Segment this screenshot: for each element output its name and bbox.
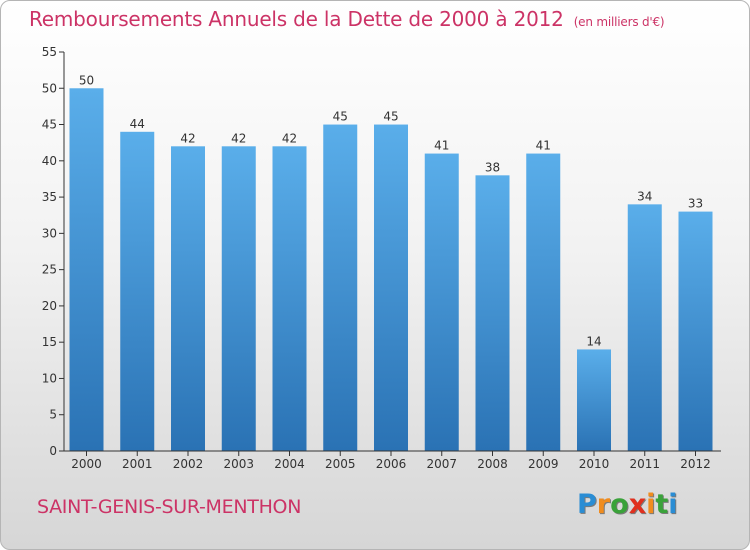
bar-value-label: 38	[485, 160, 500, 174]
bar-value-label: 42	[231, 131, 246, 145]
commune-name: SAINT-GENIS-SUR-MENTHON	[37, 496, 302, 518]
bar-2003	[221, 146, 256, 452]
logo-letter: r	[596, 489, 611, 520]
y-tick-label: 10	[42, 371, 57, 385]
bar-2011	[627, 204, 662, 451]
bar-2004	[272, 146, 307, 452]
x-tick-label: 2010	[579, 457, 610, 471]
bar-value-label: 41	[536, 139, 551, 153]
x-axis: 2000 2001 2002 2003 2004 2005 2006 2007 2008 2009…	[64, 450, 721, 471]
logo-letter: x	[628, 489, 647, 520]
y-tick-label: 5	[49, 408, 57, 422]
bar-value-label: 44	[130, 117, 145, 131]
bar-value-label: 50	[79, 73, 94, 87]
y-tick-label: 0	[49, 444, 57, 458]
x-tick-label: 2005	[325, 457, 356, 471]
y-tick-label: 25	[42, 263, 57, 277]
bar-2012	[678, 211, 713, 451]
x-tick-label: 2008	[477, 457, 508, 471]
chart-title: Remboursements Annuels de la Dette de 20…	[29, 7, 665, 31]
bar-2002	[171, 146, 205, 452]
x-tick-label: 2004	[274, 457, 305, 471]
bar-2009	[526, 153, 561, 451]
bar-2001	[120, 131, 155, 452]
logo-letter: t	[655, 489, 669, 520]
y-tick-label: 40	[42, 154, 57, 168]
y-tick-label: 50	[42, 81, 57, 95]
logo-letter: o	[610, 489, 629, 520]
logo-letter: P	[577, 489, 597, 520]
bar-2010	[577, 349, 611, 451]
y-tick-label: 15	[42, 335, 57, 349]
y-tick-label: 55	[42, 45, 57, 59]
bars: 50 44 42 42 42 45 45 41 38 41 14 34 33	[69, 73, 713, 452]
x-tick-label: 2006	[376, 457, 407, 471]
y-tick-label: 45	[42, 118, 57, 132]
bar-2000	[69, 88, 104, 451]
bar-value-label: 34	[637, 189, 652, 203]
bar-2008	[475, 175, 510, 451]
bar-value-label: 45	[383, 110, 398, 124]
y-tick-label: 20	[42, 299, 57, 313]
logo-letter: i	[668, 489, 678, 520]
bar-value-label: 45	[333, 110, 348, 124]
bar-2006	[374, 124, 408, 451]
x-tick-label: 2011	[629, 457, 660, 471]
bar-value-label: 33	[688, 197, 703, 211]
y-axis: 0 5 10 15 20 25 30 35 40 45 50 55	[42, 45, 65, 458]
chart-title-text: Remboursements Annuels de la Dette de 20…	[29, 7, 564, 31]
x-tick-label: 2003	[223, 457, 254, 471]
x-tick-label: 2009	[528, 457, 559, 471]
y-tick-label: 30	[42, 226, 57, 240]
bar-2005	[323, 124, 358, 451]
y-tick-label: 35	[42, 190, 57, 204]
proxiti-logo[interactable]: Proxiti	[577, 489, 678, 520]
bar-value-label: 42	[282, 131, 297, 145]
x-tick-label: 2007	[426, 457, 457, 471]
x-tick-label: 2002	[173, 457, 204, 471]
bar-value-label: 41	[434, 139, 449, 153]
x-tick-label: 2000	[71, 457, 102, 471]
x-tick-label: 2012	[680, 457, 711, 471]
bar-value-label: 42	[180, 131, 195, 145]
logo-letter: i	[646, 489, 656, 520]
unit-note: (en milliers d'€)	[573, 15, 665, 29]
bar-2007	[424, 153, 459, 451]
bar-value-label: 14	[586, 334, 601, 348]
x-tick-label: 2001	[122, 457, 153, 471]
